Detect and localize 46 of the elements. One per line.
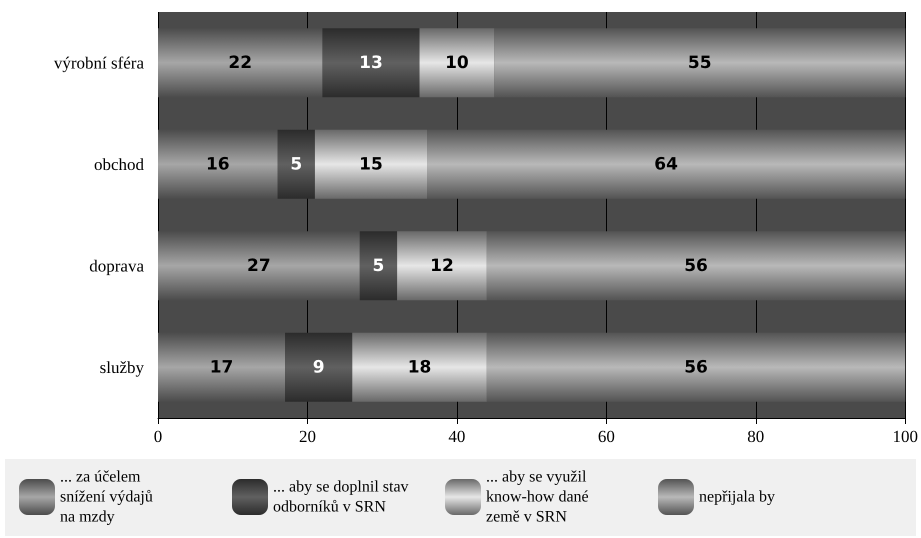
data-label: 17 xyxy=(210,357,234,378)
data-label: 56 xyxy=(684,256,708,276)
bar xyxy=(322,28,420,98)
bar xyxy=(278,130,315,199)
data-label: 18 xyxy=(408,357,432,378)
legend-label: nepřijala by xyxy=(699,488,775,506)
data-label: 9 xyxy=(312,357,325,378)
x-tick-label: 80 xyxy=(747,427,764,446)
bar xyxy=(158,130,278,199)
bar xyxy=(352,332,487,402)
bar xyxy=(397,231,487,300)
bar xyxy=(427,130,906,199)
bar xyxy=(486,332,906,402)
data-label: 13 xyxy=(359,52,383,73)
legend-label: ... aby se doplnil stav odborníků v SRN xyxy=(273,478,413,516)
bar xyxy=(158,332,286,402)
data-label: 5 xyxy=(290,154,302,174)
bar xyxy=(314,130,428,199)
data-label: 27 xyxy=(247,256,271,276)
data-label: 12 xyxy=(430,256,454,276)
y-tick-label: služby xyxy=(100,358,144,377)
bar xyxy=(494,28,906,98)
bar xyxy=(360,231,398,300)
data-label: 5 xyxy=(372,256,384,276)
x-tick-label: 60 xyxy=(598,427,615,446)
data-label: 64 xyxy=(654,154,678,174)
x-tick-label: 0 xyxy=(154,427,162,446)
x-tick-label: 100 xyxy=(892,427,918,446)
data-label: 10 xyxy=(445,52,469,73)
bar xyxy=(158,28,322,98)
data-label: 15 xyxy=(359,154,383,174)
x-tick-label: 20 xyxy=(298,427,316,446)
data-label: 55 xyxy=(688,52,712,73)
legend-label: ... za účelem snížení výdajů na mzdy xyxy=(60,468,157,526)
y-tick-label: doprava xyxy=(89,256,144,276)
bar xyxy=(420,28,494,98)
data-label: 56 xyxy=(684,357,708,378)
bar xyxy=(486,231,906,300)
data-label: 16 xyxy=(206,154,230,174)
x-tick-label: 40 xyxy=(448,427,466,446)
bar xyxy=(285,332,352,402)
y-tick-label: výrobní sféra xyxy=(54,53,144,72)
data-label: 22 xyxy=(228,52,252,73)
legend-label: ... aby se využil know-how dané země v SRN xyxy=(486,468,593,526)
y-tick-label: obchod xyxy=(94,154,144,174)
bar xyxy=(158,231,360,300)
